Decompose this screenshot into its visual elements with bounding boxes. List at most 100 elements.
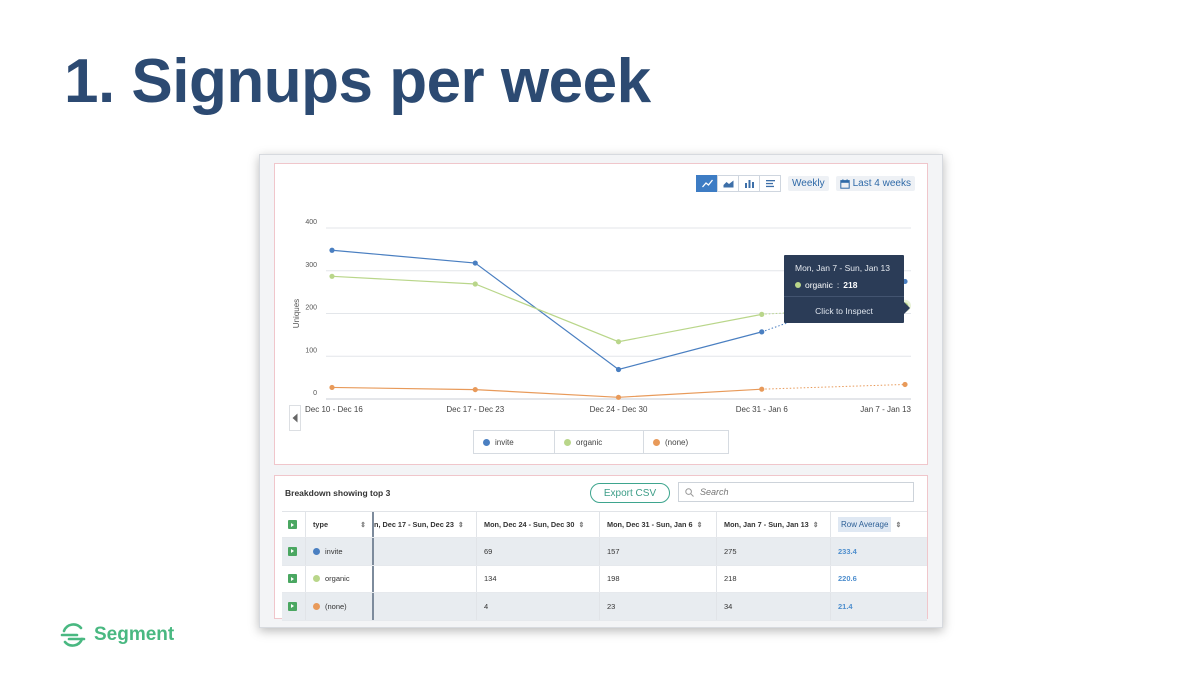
select-all-cell[interactable] xyxy=(282,512,306,537)
legend-swatch xyxy=(653,438,660,446)
chart-card: 0 100 200 300 400 Uniques Dec 10 - Dec 16 Dec 1… xyxy=(274,163,928,465)
type-label: organic xyxy=(325,574,350,584)
data-point xyxy=(615,366,622,373)
data-point xyxy=(759,386,765,392)
series-line xyxy=(331,275,762,343)
table-row[interactable]: invite 69 157 275 233.4 xyxy=(282,538,927,566)
sort-icon: ⇕ xyxy=(895,521,902,529)
table-view-toggle[interactable] xyxy=(759,175,782,192)
y-tick-label: 200 xyxy=(305,305,317,312)
row-checkbox[interactable] xyxy=(288,546,297,556)
y-axis-label: Uniques xyxy=(292,299,301,328)
analytics-screenshot: 0 100 200 300 400 Uniques Dec 10 - Dec 16 Dec 1… xyxy=(259,154,943,628)
x-tick-label: Dec 17 - Dec 23 xyxy=(446,405,504,414)
data-point xyxy=(329,384,335,391)
tooltip-series-name: organic xyxy=(805,280,833,290)
tooltip-colon: : xyxy=(836,280,840,290)
interval-selector[interactable]: Weekly xyxy=(788,176,829,191)
export-csv-button[interactable]: Export CSV xyxy=(590,483,670,503)
row-checkbox-cell[interactable] xyxy=(282,593,306,620)
interval-label: Weekly xyxy=(792,178,825,189)
value-cell: 23 xyxy=(600,593,717,620)
bar-chart-toggle[interactable] xyxy=(738,175,761,192)
table-row[interactable]: organic 134 198 218 220.6 xyxy=(282,565,927,593)
column-header-dec24[interactable]: Mon, Dec 24 - Sun, Dec 30 ⇕ xyxy=(477,512,600,537)
y-tick-label: 300 xyxy=(305,262,317,269)
tooltip-divider xyxy=(784,296,904,297)
sort-icon: ⇕ xyxy=(360,521,366,529)
brand-name: Segment xyxy=(94,624,175,645)
data-point xyxy=(615,394,622,400)
value-cell: 218 xyxy=(717,565,831,592)
value-cell: 34 xyxy=(717,593,831,620)
type-label: invite xyxy=(325,546,343,556)
column-header-dec17[interactable]: n, Dec 17 - Sun, Dec 23 ⇕ xyxy=(374,512,477,537)
value-cell xyxy=(374,565,477,592)
row-checkbox[interactable] xyxy=(288,574,297,584)
segment-logo-icon xyxy=(60,623,86,647)
search-field[interactable] xyxy=(678,482,914,502)
sort-icon: ⇕ xyxy=(696,521,703,529)
data-point xyxy=(759,311,765,317)
sort-icon: ⇕ xyxy=(457,521,464,529)
brand-logo: Segment xyxy=(60,622,174,648)
value-cell: 134 xyxy=(477,565,600,592)
legend-label: (none) xyxy=(665,437,689,447)
column-header-dec31[interactable]: Mon, Dec 31 - Sun, Jan 6 ⇕ xyxy=(600,512,717,537)
legend-item-invite[interactable]: invite xyxy=(474,431,555,453)
chart-legend: invite organic (none) xyxy=(473,430,729,454)
tooltip-date: Mon, Jan 7 - Sun, Jan 13 xyxy=(795,263,890,273)
header-label: type xyxy=(313,520,329,529)
header-label: Mon, Jan 7 - Sun, Jan 13 xyxy=(724,520,809,529)
series-swatch xyxy=(313,602,320,610)
area-chart-icon xyxy=(723,180,734,188)
search-input[interactable] xyxy=(700,487,900,497)
legend-label: organic xyxy=(576,437,603,447)
column-header-jan7[interactable]: Mon, Jan 7 - Sun, Jan 13 ⇕ xyxy=(717,512,831,537)
breakdown-table: type ⇕ n, Dec 17 - Sun, Dec 23 ⇕ Mon, Dec … xyxy=(282,511,927,621)
header-label: n, Dec 17 - Sun, Dec 23 xyxy=(374,520,454,529)
value-cell xyxy=(374,593,477,620)
breakdown-card: Breakdown showing top 3 Export CSV type ⇕… xyxy=(274,475,928,621)
sort-icon: ⇕ xyxy=(812,521,819,529)
legend-item-organic[interactable]: organic xyxy=(555,431,644,453)
data-point xyxy=(472,281,478,287)
type-cell: invite xyxy=(306,538,374,565)
value-cell: 198 xyxy=(600,565,717,592)
date-range-selector[interactable]: Last 4 weeks xyxy=(835,176,915,191)
x-tick-label: Jan 7 - Jan 13 xyxy=(860,405,911,414)
y-tick-label: 0 xyxy=(313,390,317,397)
row-checkbox-cell[interactable] xyxy=(282,538,306,565)
row-checkbox[interactable] xyxy=(288,601,297,611)
data-point xyxy=(329,273,335,279)
legend-item-none[interactable]: (none) xyxy=(644,431,728,453)
column-header-row-average[interactable]: Row Average ⇕ xyxy=(831,512,927,537)
line-chart-toggle[interactable] xyxy=(696,175,719,192)
tooltip-swatch xyxy=(795,282,801,288)
click-to-inspect-link[interactable]: Click to Inspect xyxy=(815,306,873,316)
previous-period-button[interactable] xyxy=(289,405,301,431)
table-header-row: type ⇕ n, Dec 17 - Sun, Dec 23 ⇕ Mon, Dec … xyxy=(282,511,927,538)
y-tick-label: 400 xyxy=(305,219,317,226)
column-header-type[interactable]: type ⇕ xyxy=(306,512,374,537)
area-chart-toggle[interactable] xyxy=(717,175,740,192)
data-point xyxy=(329,247,335,253)
row-average-cell: 220.6 xyxy=(838,574,857,584)
bar-chart-icon xyxy=(744,180,754,188)
value-cell xyxy=(374,538,477,565)
table-row[interactable]: (none) 4 23 34 21.4 xyxy=(282,593,927,621)
value-cell: 4 xyxy=(477,593,600,620)
date-range-label: Last 4 weeks xyxy=(852,178,911,189)
list-icon xyxy=(765,180,775,188)
chart-tooltip[interactable]: Mon, Jan 7 - Sun, Jan 13 organic: 218 Cl… xyxy=(784,255,910,323)
type-label: (none) xyxy=(325,601,347,611)
chart-toolbar: Weekly Last 4 weeks xyxy=(696,175,915,192)
select-all-checkbox[interactable] xyxy=(288,520,297,529)
header-label: Mon, Dec 24 - Sun, Dec 30 xyxy=(484,520,575,529)
x-tick-label: Dec 10 - Dec 16 xyxy=(305,405,363,414)
value-cell: 275 xyxy=(717,538,831,565)
row-checkbox-cell[interactable] xyxy=(282,565,306,592)
value-cell: 157 xyxy=(600,538,717,565)
series-swatch xyxy=(313,575,320,583)
tooltip-value-row: organic: 218 xyxy=(795,280,857,290)
